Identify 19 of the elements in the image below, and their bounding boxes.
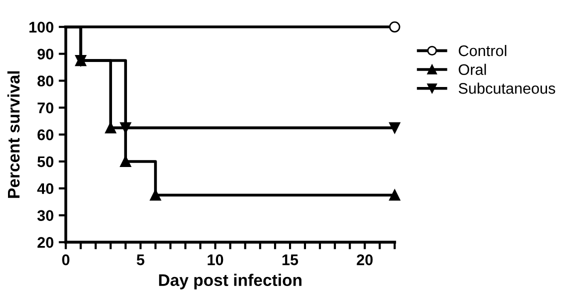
y-axis-title: Percent survival xyxy=(7,71,20,198)
y-tick-label: 40 xyxy=(37,183,54,194)
y-tick-label: 60 xyxy=(38,129,54,140)
x-tick-label: 10 xyxy=(208,254,224,266)
y-tick-label: 100 xyxy=(29,22,54,33)
y-tick-label: 90 xyxy=(38,48,54,60)
y-tick-label: 30 xyxy=(37,210,54,221)
y-tick-label: 50 xyxy=(37,156,54,168)
legend-label: Oral xyxy=(458,64,486,76)
legend-label: Control xyxy=(458,44,506,56)
y-tick-label: 20 xyxy=(38,237,54,248)
x-tick-label: 20 xyxy=(356,254,373,266)
y-tick-label: 80 xyxy=(37,76,54,86)
legend-label: Subcutaneous xyxy=(458,82,556,94)
x-tick-label: 5 xyxy=(136,254,144,266)
x-tick-label: 0 xyxy=(62,254,70,266)
y-tick-label: 70 xyxy=(38,102,54,114)
x-axis-title: Day post infection xyxy=(159,274,302,290)
x-tick-label: 15 xyxy=(282,254,298,266)
